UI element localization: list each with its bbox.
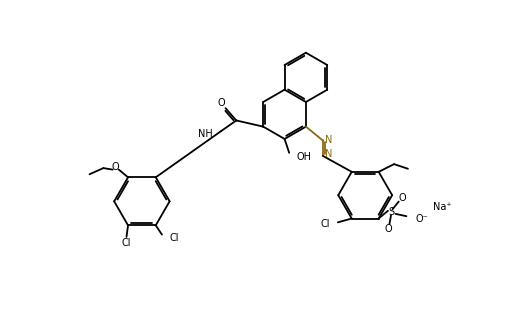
Text: NH: NH [199,128,213,139]
Text: O: O [385,224,392,234]
Text: OH: OH [297,152,312,162]
Text: N: N [325,136,333,146]
Text: S: S [388,207,394,217]
Text: Cl: Cl [122,238,131,248]
Text: Cl: Cl [169,233,179,243]
Text: O⁻: O⁻ [416,214,429,224]
Text: O: O [217,98,224,108]
Text: N: N [325,149,333,159]
Text: O: O [399,193,406,203]
Text: Na⁺: Na⁺ [433,202,452,212]
Text: Cl: Cl [321,219,330,229]
Text: O: O [111,161,119,172]
